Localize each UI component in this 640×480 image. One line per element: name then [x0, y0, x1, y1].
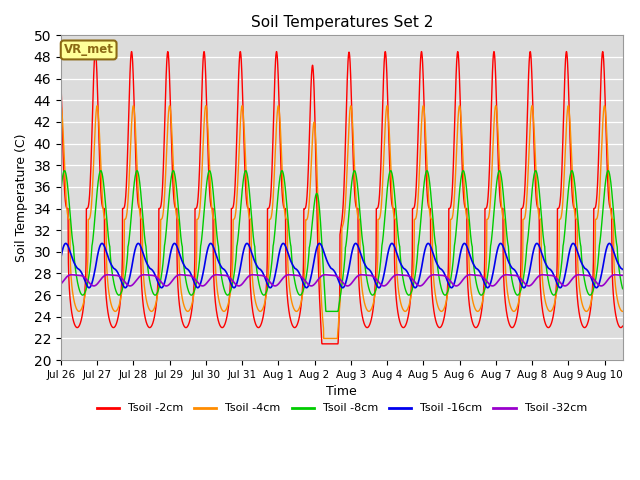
Tsoil -16cm [155, 281, 163, 287]
Tsoil -32cm [273, 283, 280, 288]
Y-axis label: Soil Temperature (C): Soil Temperature (C) [15, 133, 28, 262]
Tsoil -4cm [57, 103, 65, 108]
Tsoil -8cm [154, 288, 162, 293]
Line: Tsoil -32cm: Tsoil -32cm [61, 275, 623, 286]
Tsoil -4cm [273, 126, 280, 132]
Tsoil -16cm [57, 255, 65, 261]
Tsoil -16cm [273, 265, 280, 271]
Tsoil -4cm [121, 216, 129, 222]
Legend: Tsoil -2cm, Tsoil -4cm, Tsoil -8cm, Tsoil -16cm, Tsoil -32cm: Tsoil -2cm, Tsoil -4cm, Tsoil -8cm, Tsoi… [92, 399, 591, 418]
Tsoil -8cm [568, 168, 576, 174]
Tsoil -4cm [608, 215, 616, 220]
Tsoil -32cm [297, 274, 305, 279]
Tsoil -4cm [320, 336, 328, 341]
Tsoil -4cm [547, 308, 555, 314]
Tsoil -16cm [608, 244, 616, 250]
Tsoil -4cm [154, 287, 162, 292]
Tsoil -2cm [273, 49, 280, 55]
Tsoil -32cm [619, 273, 627, 278]
Tsoil -32cm [561, 283, 569, 289]
Tsoil -32cm [57, 281, 65, 287]
Line: Tsoil -4cm: Tsoil -4cm [61, 106, 623, 338]
Tsoil -8cm [608, 191, 616, 196]
Tsoil -2cm [121, 201, 129, 207]
Tsoil -32cm [608, 273, 616, 278]
Tsoil -8cm [273, 212, 280, 218]
Tsoil -16cm [619, 266, 627, 272]
Tsoil -2cm [563, 48, 570, 54]
Line: Tsoil -2cm: Tsoil -2cm [61, 51, 623, 344]
Tsoil -32cm [547, 273, 555, 278]
Tsoil -2cm [297, 306, 305, 312]
Title: Soil Temperatures Set 2: Soil Temperatures Set 2 [251, 15, 433, 30]
Tsoil -8cm [322, 309, 330, 314]
Line: Tsoil -8cm: Tsoil -8cm [61, 171, 623, 312]
Tsoil -8cm [297, 292, 305, 298]
Tsoil -2cm [547, 321, 555, 326]
Tsoil -2cm [619, 323, 627, 329]
Tsoil -4cm [297, 301, 305, 307]
Tsoil -2cm [318, 341, 326, 347]
Tsoil -8cm [121, 274, 129, 280]
Tsoil -2cm [608, 257, 616, 263]
Tsoil -32cm [539, 272, 547, 277]
Tsoil -16cm [122, 285, 129, 290]
X-axis label: Time: Time [326, 385, 357, 398]
Tsoil -4cm [619, 309, 627, 314]
Tsoil -16cm [297, 274, 305, 280]
Tsoil -32cm [121, 279, 129, 285]
Tsoil -16cm [593, 285, 600, 290]
Tsoil -16cm [547, 268, 555, 274]
Tsoil -2cm [154, 269, 162, 275]
Tsoil -8cm [619, 286, 627, 291]
Tsoil -8cm [57, 189, 65, 194]
Tsoil -16cm [62, 240, 70, 246]
Line: Tsoil -16cm: Tsoil -16cm [61, 243, 623, 288]
Tsoil -2cm [57, 77, 65, 83]
Tsoil -32cm [154, 276, 162, 281]
Tsoil -8cm [547, 289, 555, 295]
Text: VR_met: VR_met [64, 44, 113, 57]
